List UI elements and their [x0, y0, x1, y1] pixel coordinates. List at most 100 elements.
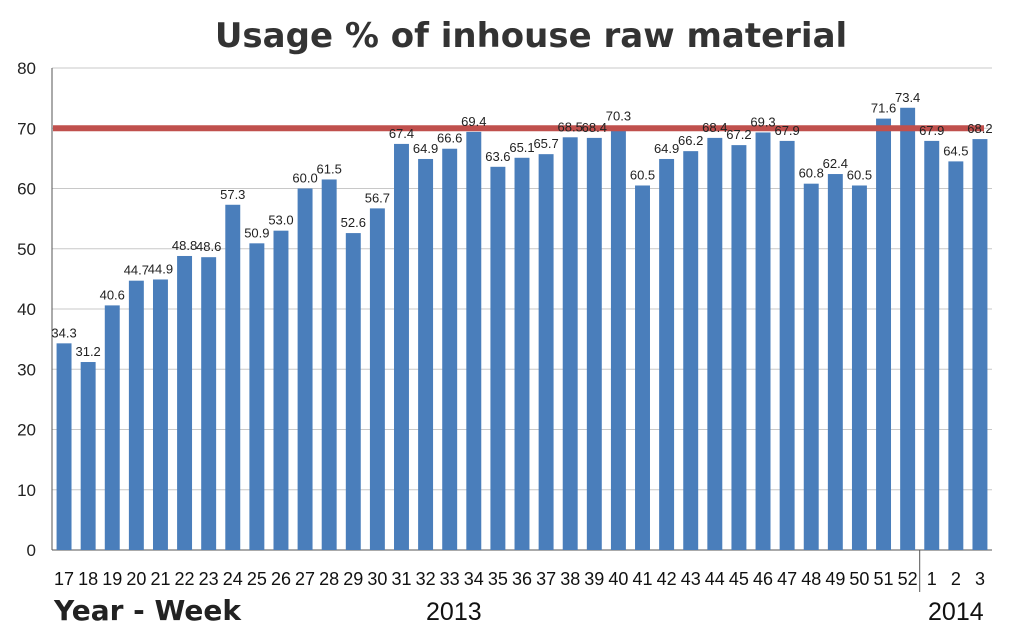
data-label: 60.5 [630, 167, 655, 182]
bar [345, 233, 361, 550]
bar [731, 145, 747, 550]
x-tick-label: 20 [126, 569, 146, 589]
data-label: 60.0 [292, 171, 317, 186]
bar [610, 126, 626, 550]
y-tick-label: 20 [17, 421, 36, 440]
x-tick-label: 52 [898, 569, 918, 589]
data-label: 63.6 [485, 149, 510, 164]
y-tick-label: 30 [17, 360, 36, 379]
data-label: 67.9 [774, 123, 799, 138]
y-tick-label: 40 [17, 300, 36, 319]
bar [586, 137, 602, 550]
bar [418, 158, 434, 551]
x-tick-label: 26 [271, 569, 291, 589]
bar [249, 243, 265, 550]
data-label: 67.9 [919, 123, 944, 138]
bar [562, 137, 578, 550]
data-label: 48.6 [196, 239, 221, 254]
x-tick-label: 43 [681, 569, 701, 589]
x-axis-title: Year - Week [53, 594, 242, 627]
x-tick-label: 30 [367, 569, 387, 589]
x-tick-label: 23 [199, 569, 219, 589]
x-tick-label: 29 [343, 569, 363, 589]
data-label: 53.0 [268, 213, 293, 228]
y-tick-label: 60 [17, 180, 36, 199]
bar [273, 230, 289, 551]
data-label: 57.3 [220, 187, 245, 202]
bar [490, 166, 506, 550]
x-tick-label: 41 [632, 569, 652, 589]
data-label: 50.9 [244, 225, 269, 240]
x-tick-label: 45 [729, 569, 749, 589]
data-label: 69.4 [461, 114, 486, 129]
x-tick-label: 40 [608, 569, 628, 589]
x-tick-label: 32 [416, 569, 436, 589]
x-tick-label: 38 [560, 569, 580, 589]
x-tick-label: 50 [849, 569, 869, 589]
x-tick-label: 27 [295, 569, 315, 589]
x-tick-label: 28 [319, 569, 339, 589]
bar [321, 179, 337, 550]
bar [56, 343, 72, 550]
x-tick-label: 47 [777, 569, 797, 589]
data-label: 64.9 [413, 141, 438, 156]
data-label: 44.9 [148, 261, 173, 276]
data-label: 67.2 [726, 127, 751, 142]
x-tick-label: 39 [584, 569, 604, 589]
bar [851, 185, 867, 551]
bar [538, 154, 554, 550]
year-group-labels: 2013 2014 [426, 550, 984, 626]
data-label: 60.5 [847, 167, 872, 182]
data-label: 40.6 [100, 287, 125, 302]
data-label: 68.4 [702, 120, 727, 135]
y-tick-label: 70 [17, 119, 36, 138]
bar [635, 185, 650, 551]
data-label: 68.2 [967, 121, 992, 136]
x-tick-label: 42 [657, 569, 677, 589]
data-label: 64.5 [943, 143, 968, 158]
bar [707, 137, 723, 550]
data-label: 65.7 [533, 136, 558, 151]
bar [779, 140, 795, 550]
x-tick-label: 46 [753, 569, 773, 589]
bar [177, 255, 193, 551]
bar [755, 132, 771, 550]
data-label: 64.9 [654, 141, 679, 156]
y-tick-label: 10 [17, 481, 36, 500]
x-tick-label: 31 [391, 569, 411, 589]
bar [803, 183, 819, 550]
data-label: 44.7 [124, 263, 149, 278]
year-label: 2013 [426, 598, 482, 626]
bar [900, 107, 916, 550]
data-label: 68.5 [558, 119, 583, 134]
x-tick-label: 35 [488, 569, 508, 589]
bar [659, 158, 675, 551]
x-tick-label: 44 [705, 569, 725, 589]
bar [128, 280, 144, 550]
x-tick-label: 33 [440, 569, 460, 589]
x-tick-label: 51 [874, 569, 894, 589]
data-labels: 34.3 31.2 40.6 44.744.9 48.848.6 57.3 50.953.0… [51, 90, 992, 359]
bar [225, 204, 241, 550]
data-label: 73.4 [895, 90, 920, 105]
bars [56, 107, 988, 551]
bar [466, 131, 482, 551]
x-tick-label: 34 [464, 569, 484, 589]
bar [152, 279, 168, 550]
data-label: 56.7 [365, 190, 390, 205]
x-tick-label: 19 [102, 569, 122, 589]
x-tick-label: 18 [78, 569, 98, 589]
bar [201, 257, 217, 550]
data-label: 48.8 [172, 238, 197, 253]
data-label: 67.4 [389, 126, 414, 141]
data-label: 31.2 [75, 344, 100, 359]
x-tick-label: 21 [150, 569, 170, 589]
bar [394, 143, 409, 551]
y-tick-label: 0 [27, 541, 36, 560]
y-axis-ticks: 0 10 20 30 40 50 60 70 80 [17, 59, 36, 560]
bar [104, 305, 120, 550]
bar [876, 118, 892, 551]
bar [442, 148, 458, 551]
chart-title: Usage % of inhouse raw material [215, 16, 847, 56]
